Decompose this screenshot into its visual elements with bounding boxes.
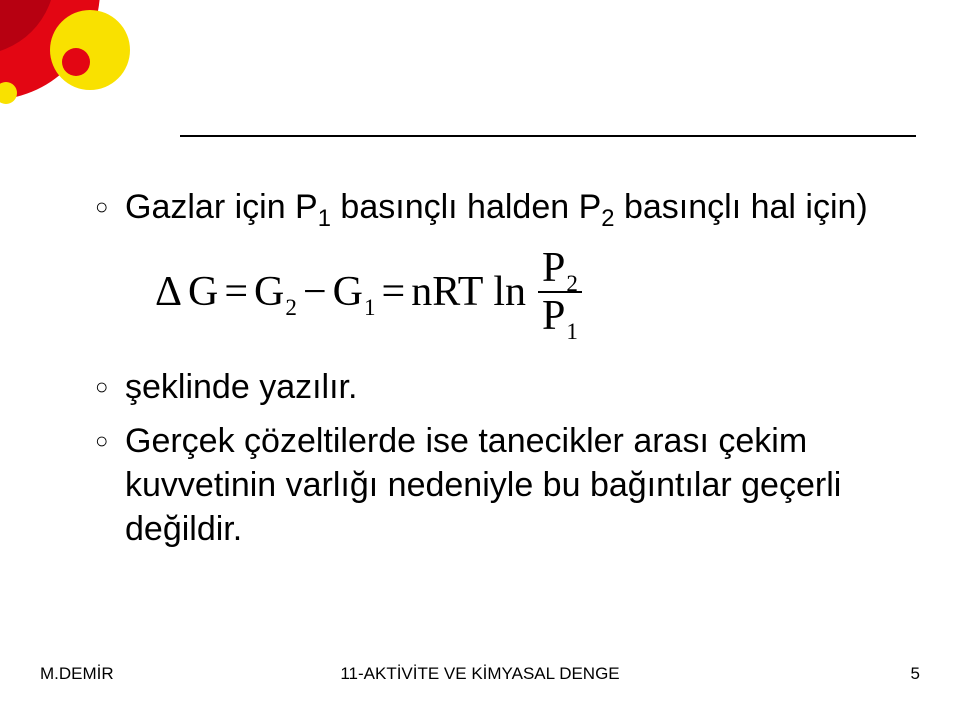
bullet-marker: ○ <box>95 419 125 463</box>
deco-circle-yellow-small <box>0 82 17 104</box>
formula-P: P <box>542 293 565 339</box>
formula-G: G <box>188 268 218 316</box>
fraction-numerator: P2 <box>538 247 582 289</box>
bullet-marker: ○ <box>95 185 125 229</box>
bullet-text: Gerçek çözeltilerde ise tanecikler arası… <box>125 419 900 551</box>
formula-sub1: 1 <box>566 318 578 344</box>
text-fragment: basınçlı hal için) <box>615 188 868 226</box>
formula-G2: G2 <box>254 268 297 316</box>
text-fragment: Gazlar için P <box>125 188 318 226</box>
bullet-marker: ○ <box>95 365 125 409</box>
slide-footer: M.DEMİR 11-AKTİVİTE VE KİMYASAL DENGE 5 <box>40 664 920 684</box>
slide-content: ○ Gazlar için P1 basınçlı halden P2 bası… <box>95 185 900 561</box>
deco-circle-red-spot <box>62 48 90 76</box>
formula-sub2: 2 <box>566 270 578 296</box>
fraction-denominator: P1 <box>538 295 582 337</box>
formula: ΔG = G2 − G1 = nRT ln P2 P1 <box>155 247 900 337</box>
bullet-item: ○ şeklinde yazılır. <box>95 365 900 409</box>
formula-sub1: 1 <box>364 294 376 320</box>
formula-nRT: nRT <box>411 268 483 316</box>
formula-eq: = <box>382 268 406 316</box>
formula-delta: Δ <box>155 268 182 316</box>
formula-eq: = <box>224 268 248 316</box>
corner-decoration <box>0 0 200 200</box>
header-rule <box>180 135 916 137</box>
footer-author: M.DEMİR <box>40 664 114 684</box>
formula-G-var: G <box>254 269 284 315</box>
bullet-item: ○ Gerçek çözeltilerde ise tanecikler ara… <box>95 419 900 551</box>
subscript: 2 <box>601 205 614 232</box>
bullet-text: Gazlar için P1 basınçlı halden P2 basınç… <box>125 185 868 229</box>
footer-title: 11-AKTİVİTE VE KİMYASAL DENGE <box>40 664 920 684</box>
deco-circle-yellow <box>50 10 130 90</box>
formula-fraction: P2 P1 <box>538 247 582 337</box>
formula-minus: − <box>303 268 327 316</box>
formula-P: P <box>542 245 565 291</box>
footer-page-number: 5 <box>911 664 920 684</box>
subscript: 1 <box>318 205 331 232</box>
formula-sub2: 2 <box>285 294 297 320</box>
formula-G-var: G <box>333 269 363 315</box>
formula-ln: ln <box>493 268 526 316</box>
bullet-item: ○ Gazlar için P1 basınçlı halden P2 bası… <box>95 185 900 229</box>
formula-G1: G1 <box>333 268 376 316</box>
text-fragment: basınçlı halden P <box>331 188 601 226</box>
bullet-text: şeklinde yazılır. <box>125 365 357 409</box>
